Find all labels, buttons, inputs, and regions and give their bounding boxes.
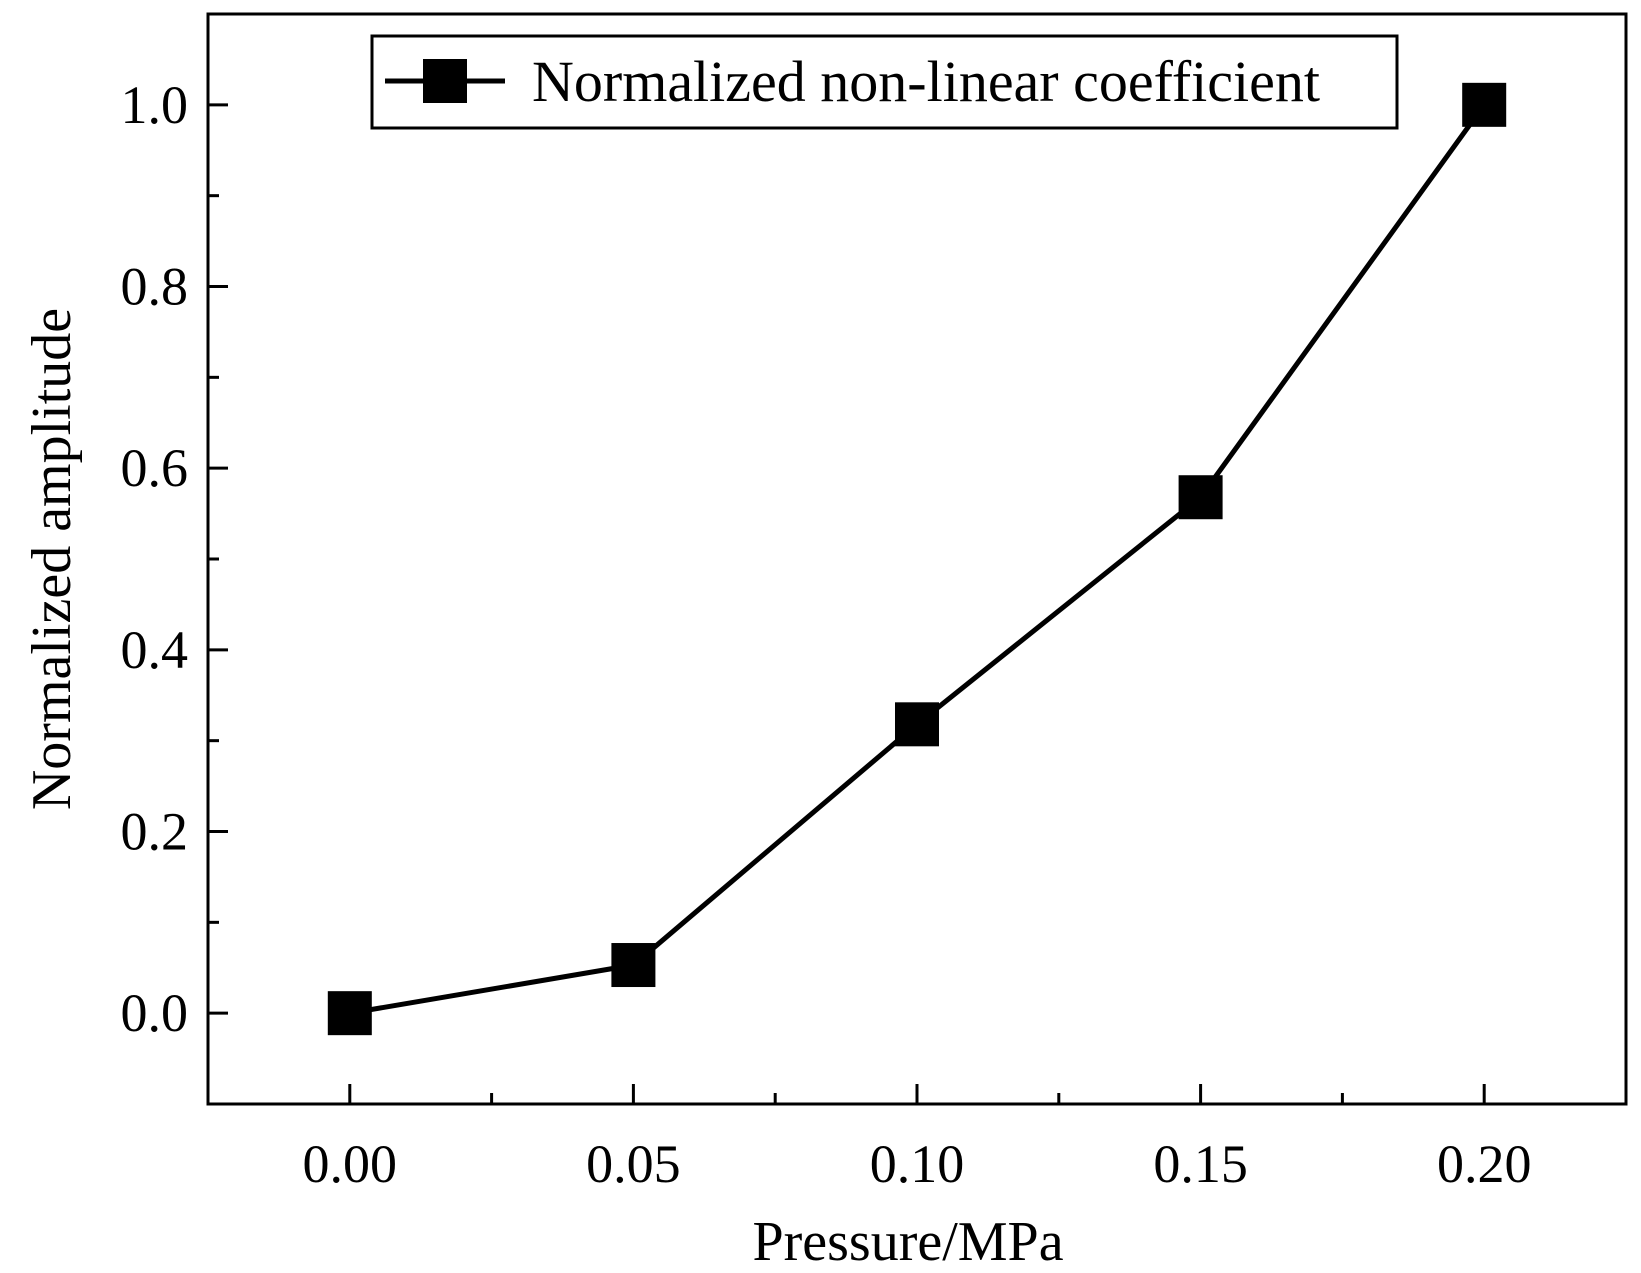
y-tick-label: 0.2 (121, 802, 189, 862)
minor-ticks (208, 194, 1344, 1104)
legend: Normalized non-linear coefficient (370, 34, 1399, 130)
y-tick-label: 0.4 (121, 620, 189, 680)
x-tick-label: 0.05 (586, 1134, 681, 1194)
data-point-marker (1178, 475, 1223, 520)
legend-marker (423, 59, 467, 103)
data-point-marker (327, 991, 372, 1036)
x-axis-title: Pressure/MPa (752, 1211, 1063, 1273)
x-tick-label: 0.15 (1153, 1134, 1248, 1194)
y-tick-label: 0.0 (121, 983, 189, 1043)
x-tick-label: 0.00 (303, 1134, 398, 1194)
y-axis-title: Normalized amplitude (21, 308, 83, 810)
plot-frame (206, 12, 1628, 1106)
legend-label: Normalized non-linear coefficient (532, 49, 1320, 114)
legend-box (370, 34, 1399, 130)
y-axis-ticks: 0.0 0.2 0.4 0.6 0.8 1.0 (121, 75, 228, 1043)
data-point-marker (895, 702, 939, 747)
y-tick-label: 1.0 (121, 75, 189, 135)
data-point-marker (1462, 82, 1507, 127)
series-group (327, 82, 1507, 1036)
series-line (349, 103, 1487, 1016)
y-tick-label: 0.8 (121, 257, 189, 317)
x-tick-label: 0.20 (1437, 1134, 1532, 1194)
x-tick-label: 0.10 (870, 1134, 965, 1194)
data-point-marker (611, 943, 656, 988)
y-tick-label: 0.6 (121, 438, 189, 498)
x-axis-ticks: 0.00 0.05 0.10 0.15 0.20 (303, 1084, 1532, 1194)
